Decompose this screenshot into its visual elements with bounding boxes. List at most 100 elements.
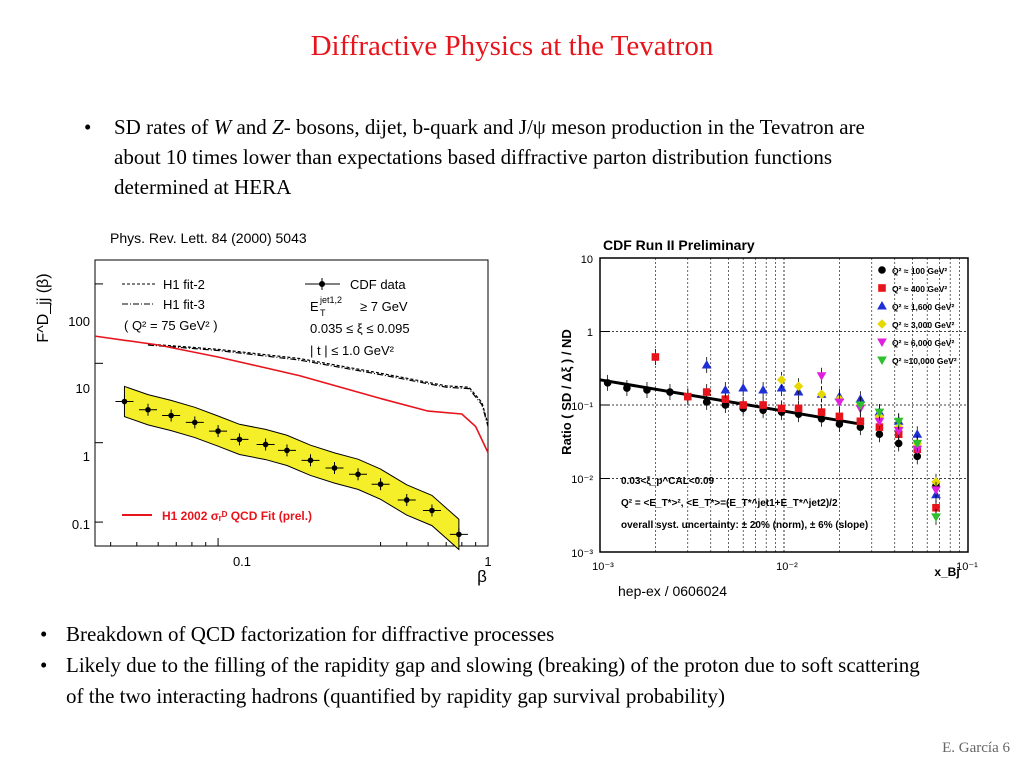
- y-axis-label: F^D_jj (β): [35, 273, 52, 342]
- y-tick-label: 100: [68, 314, 90, 329]
- x-tick-label: 0.1: [233, 554, 251, 569]
- legend-label: H1 fit-2: [163, 277, 205, 292]
- data-point: [651, 353, 660, 361]
- left-plot: 100 10 1 0.1 0.1 1 β F^D_jj (β) H1 fit-2…: [35, 259, 492, 586]
- data-point: [720, 384, 731, 394]
- bottom-bullet-list: • Breakdown of QCD factorization for dif…: [40, 619, 940, 712]
- data-point: [816, 389, 827, 399]
- data-point: [331, 465, 338, 471]
- data-point: [834, 398, 845, 407]
- data-point: [145, 406, 151, 413]
- uncertainty-band: [123, 385, 460, 551]
- data-point: [643, 386, 651, 394]
- data-point: [877, 338, 887, 348]
- bullet-dot-icon: •: [84, 115, 92, 139]
- top-bullet-list: • SD rates of W and Z- bosons, dijet, b-…: [84, 112, 914, 202]
- y-tick-label: 10⁻¹: [571, 401, 593, 413]
- footer-author: E. García 6: [942, 740, 1010, 756]
- data-point: [236, 436, 243, 443]
- data-point: [931, 486, 941, 495]
- annotations: 0.03<ξ_p^CAL<0.09 Q² = <E_T*>², <E_T*>=(…: [621, 476, 868, 531]
- x-tick-label: 1: [484, 554, 491, 569]
- data-point: [931, 513, 941, 522]
- legend: Q² ≈ 100 GeV² Q² ≈ 400 GeV² Q² ≈ 1,600 GeV…: [877, 266, 957, 366]
- legend-label: E: [310, 299, 319, 314]
- data-point: [874, 408, 885, 418]
- data-point: [878, 266, 886, 274]
- x-tick-label: 10⁻²: [776, 561, 798, 573]
- data-point: [817, 408, 826, 416]
- bullet-text-part: - bosons, dijet, b-quark and J/ψ meson p…: [114, 115, 865, 199]
- data-point: [403, 497, 410, 503]
- legend-label: H1 fit-3: [163, 297, 205, 312]
- data-point: [307, 457, 314, 464]
- y-tick-label: 10⁻²: [571, 474, 593, 486]
- data-point: [702, 388, 711, 396]
- data-point: [794, 404, 803, 413]
- bullet-item: • Breakdown of QCD factorization for dif…: [40, 619, 940, 650]
- data-point: [912, 439, 923, 449]
- legend-label: Q² ≈ 100 GeV²: [892, 266, 947, 276]
- data-point: [739, 401, 747, 409]
- data-points: [603, 348, 941, 525]
- legend-label: jet1,2: [319, 295, 342, 305]
- x-axis-label: x_Bj: [934, 565, 959, 579]
- bullet-dot-icon: •: [40, 622, 48, 646]
- data-point: [456, 531, 462, 538]
- right-plot: CDF Run II Preliminary 10 1 10⁻¹ 10⁻² 10…: [559, 237, 978, 579]
- data-point: [355, 471, 361, 478]
- citation-right: hep-ex / 0606024: [618, 583, 727, 599]
- data-point: [777, 404, 786, 413]
- data-point: [877, 319, 887, 329]
- data-point: [603, 379, 612, 387]
- legend-label: ( Q² = 75 GeV² ): [124, 318, 218, 333]
- data-point: [793, 381, 804, 391]
- series-line: [94, 335, 489, 453]
- axis-ticks: [95, 283, 489, 546]
- data-point: [877, 356, 887, 366]
- data-point: [168, 412, 174, 419]
- legend: H1 fit-2 H1 fit-3 ( Q² = 75 GeV² ) CDF d…: [122, 277, 410, 523]
- data-point: [759, 401, 767, 409]
- legend-swatch-cdf-marker: [319, 281, 325, 287]
- legend-label: | t | ≤ 1.0 GeV²: [310, 343, 395, 358]
- fit-line: [599, 378, 861, 426]
- bullet-text: SD rates of W and Z- bosons, dijet, b-qu…: [114, 115, 865, 199]
- legend-label: T: [320, 308, 326, 318]
- annotation: Q² = <E_T*>², <E_T*>=(E_T*^jet1+E_T*^jet…: [621, 498, 838, 509]
- data-point: [429, 507, 435, 514]
- series-line: [147, 343, 489, 425]
- y-tick-label: 10: [76, 381, 90, 396]
- data-point: [284, 447, 290, 454]
- bullet-item: • SD rates of W and Z- bosons, dijet, b-…: [84, 112, 914, 202]
- annotation: 0.03<ξ_p^CAL<0.09: [621, 476, 715, 487]
- data-point: [121, 398, 128, 405]
- legend-label: CDF data: [350, 277, 406, 292]
- data-point: [776, 375, 787, 385]
- data-point: [192, 419, 198, 426]
- data-point: [855, 401, 866, 411]
- data-point: [683, 392, 692, 401]
- data-point: [666, 388, 674, 396]
- x-tick-label: 10⁻¹: [956, 561, 978, 573]
- legend-label: Q² ≈ 1,600 GeV²: [892, 302, 954, 312]
- data-point: [262, 441, 269, 448]
- legend-label: 0.035 ≤ ξ ≤ 0.095: [310, 321, 410, 336]
- bullet-text-z: Z: [272, 115, 284, 139]
- data-point: [215, 428, 221, 434]
- annotation: overall syst. uncertainty: ± 20% (norm),…: [621, 520, 868, 531]
- y-tick-label: 10⁻³: [571, 548, 593, 560]
- bullet-item: • Likely due to the filling of the rapid…: [40, 650, 940, 712]
- legend-label: Q² ≈ 3,000 GeV²: [892, 320, 954, 330]
- plot-title: CDF Run II Preliminary: [603, 237, 755, 253]
- curve-group: [94, 335, 489, 453]
- legend-label: Q² ≈ 6,000 GeV²: [892, 338, 954, 348]
- data-point: [738, 383, 749, 392]
- y-tick-label: 10: [581, 254, 593, 266]
- bullet-dot-icon: •: [40, 653, 48, 677]
- data-point: [856, 417, 865, 426]
- data-point: [623, 384, 631, 392]
- bullet-text-part: and: [231, 115, 273, 139]
- legend-label: Q² ≈10,000 GeV²: [892, 356, 957, 366]
- fit-line: [599, 378, 861, 426]
